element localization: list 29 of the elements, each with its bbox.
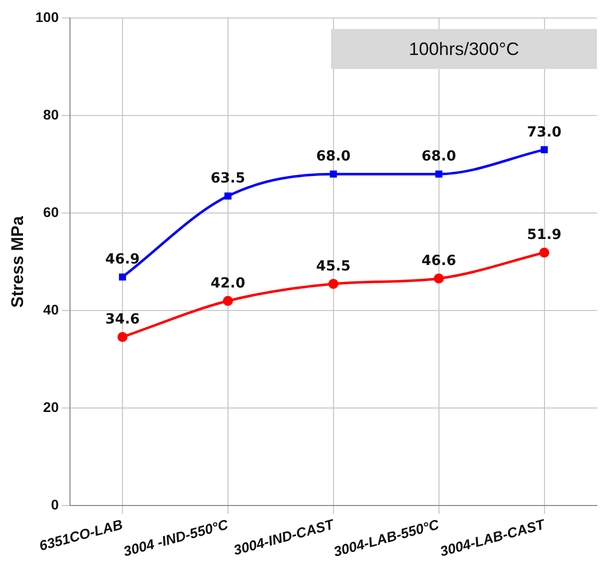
y-tick-label: 0	[50, 496, 59, 513]
y-axis-title: Stress MPa	[8, 216, 27, 308]
y-tick-label: 60	[43, 204, 59, 220]
point	[434, 273, 444, 284]
y-tick-label: 20	[43, 399, 59, 416]
point	[330, 170, 337, 178]
y-tick-label: 40	[43, 302, 59, 318]
data-label: 63.5	[210, 170, 246, 187]
data-label: 51.9	[527, 227, 562, 244]
y-tick-label: 80	[43, 106, 59, 122]
data-label: 34.6	[105, 312, 140, 328]
data-label: 42.0	[210, 276, 246, 292]
point	[435, 170, 442, 178]
point	[224, 192, 232, 200]
data-label: 68.0	[316, 148, 351, 165]
data-label: 46.6	[422, 253, 456, 270]
note-box: 100hrs/300°C	[331, 29, 597, 69]
point	[117, 332, 128, 342]
data-label: 45.5	[316, 258, 351, 274]
point	[118, 273, 126, 281]
data-label: 73.0	[527, 124, 562, 140]
point	[222, 296, 233, 306]
point	[328, 278, 338, 289]
point	[539, 248, 550, 258]
point	[540, 146, 548, 154]
annotation: 100hrs/300°C	[408, 39, 520, 59]
data-label: 68.0	[422, 148, 456, 165]
y-tick-label: 100	[35, 8, 59, 25]
data-label: 46.9	[105, 252, 140, 268]
